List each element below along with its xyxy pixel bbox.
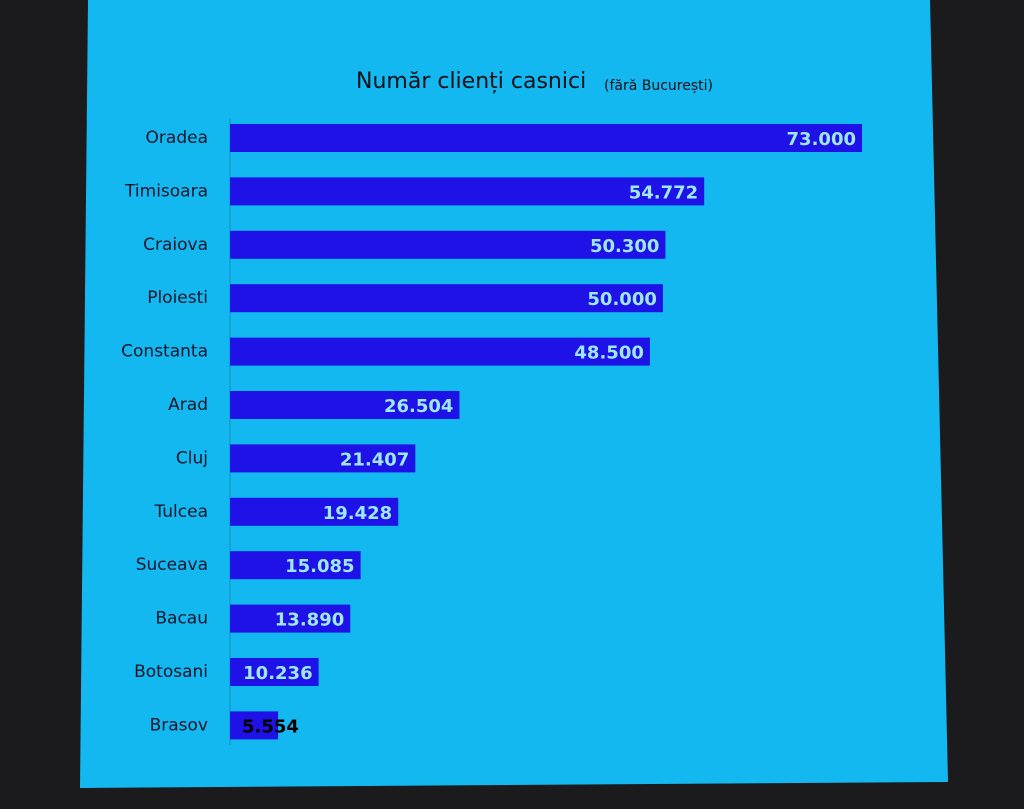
bar — [230, 658, 319, 686]
bar — [230, 124, 862, 152]
bar — [230, 604, 351, 633]
data-label: 73.000 — [787, 129, 856, 150]
bar — [230, 337, 650, 366]
y-tick-label: Constanta — [121, 342, 208, 362]
data-label: 19.428 — [323, 503, 392, 524]
bar — [230, 230, 666, 259]
chart-title: Număr clienți casnici — [356, 69, 586, 94]
data-label: 26.504 — [384, 396, 453, 417]
data-label: 21.407 — [340, 449, 409, 470]
data-label: 50.000 — [587, 289, 656, 310]
y-tick-label: Cluj — [176, 448, 208, 468]
y-tick-label: Oradea — [146, 128, 208, 148]
y-tick-label: Botosani — [134, 662, 208, 682]
data-label: 10.236 — [243, 663, 312, 684]
data-label: 13.890 — [275, 610, 344, 631]
bar — [230, 497, 399, 526]
chart-subtitle: (fără București) — [604, 78, 713, 94]
bar — [230, 284, 663, 313]
bar — [230, 391, 460, 419]
y-tick-label: Craiova — [143, 235, 208, 255]
bar — [230, 551, 361, 580]
y-tick-label: Bacau — [155, 609, 208, 629]
data-label: 50.300 — [590, 236, 659, 257]
data-label: 54.772 — [629, 182, 698, 203]
bar — [230, 711, 279, 740]
y-tick-label: Brasov — [150, 715, 208, 735]
y-tick-label: Suceava — [136, 555, 208, 575]
data-label: 48.500 — [574, 343, 643, 364]
y-tick-label: Tulcea — [153, 502, 208, 522]
y-tick-label: Arad — [168, 395, 208, 415]
data-label: 5.554 — [242, 716, 299, 737]
bar — [230, 177, 705, 206]
slide — [80, 0, 948, 788]
data-label: 15.085 — [285, 556, 354, 577]
y-tick-label: Timisoara — [124, 181, 208, 201]
y-tick-label: Ploiesti — [147, 288, 208, 308]
bar — [230, 444, 416, 473]
